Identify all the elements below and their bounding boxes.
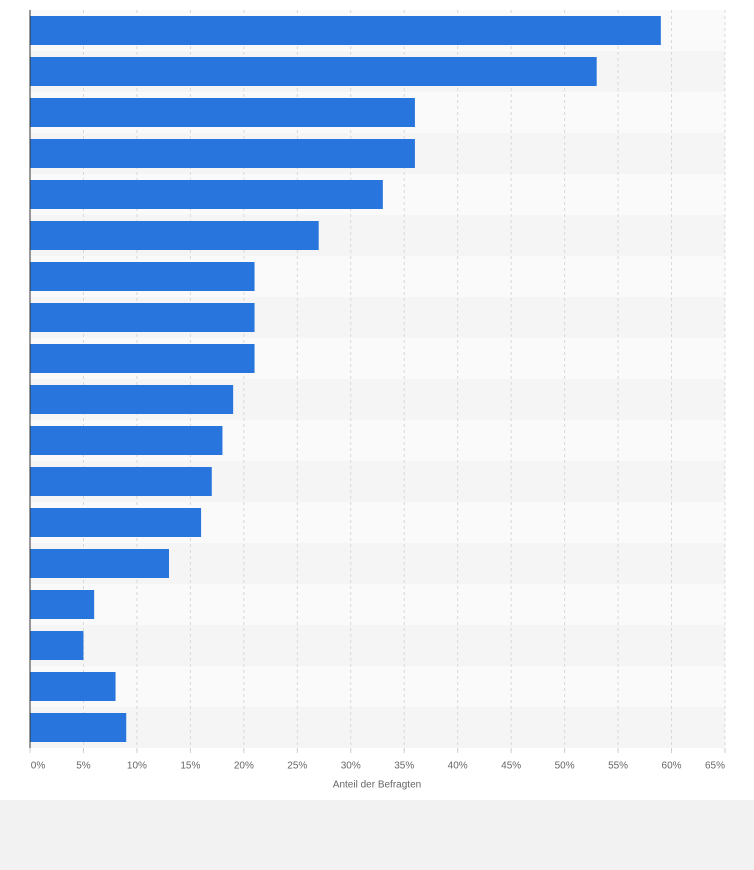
bar [30, 262, 255, 291]
bar [30, 303, 255, 332]
bar [30, 139, 415, 168]
bar [30, 713, 127, 742]
x-axis-label: Anteil der Befragten [333, 780, 421, 791]
x-tick-label: 35% [394, 761, 414, 772]
x-tick-label: 60% [662, 761, 682, 772]
row-stripe [30, 666, 725, 707]
x-tick-label: 5% [76, 761, 91, 772]
bar [30, 344, 255, 373]
row-stripe [30, 707, 725, 748]
x-tick-label: 30% [341, 761, 361, 772]
x-tick-label: 15% [180, 761, 200, 772]
x-tick-label: 40% [448, 761, 468, 772]
x-tick-label: 45% [501, 761, 521, 772]
x-tick-label: 50% [555, 761, 575, 772]
bar [30, 467, 212, 496]
bar [30, 57, 597, 86]
x-tick-label: 20% [234, 761, 254, 772]
row-stripe [30, 584, 725, 625]
bar [30, 590, 95, 619]
bar [30, 385, 234, 414]
bar [30, 672, 116, 701]
bar [30, 426, 223, 455]
bar [30, 98, 415, 127]
row-stripe [30, 625, 725, 666]
bar [30, 221, 319, 250]
bar [30, 508, 202, 537]
x-tick-label: 25% [287, 761, 307, 772]
bar [30, 180, 383, 209]
x-tick-label: 65% [705, 761, 725, 772]
bar [30, 631, 84, 660]
x-tick-label: 10% [127, 761, 147, 772]
bar [30, 549, 169, 578]
bar [30, 16, 661, 45]
x-tick-label: 55% [608, 761, 628, 772]
x-tick-label: 0% [31, 761, 46, 772]
